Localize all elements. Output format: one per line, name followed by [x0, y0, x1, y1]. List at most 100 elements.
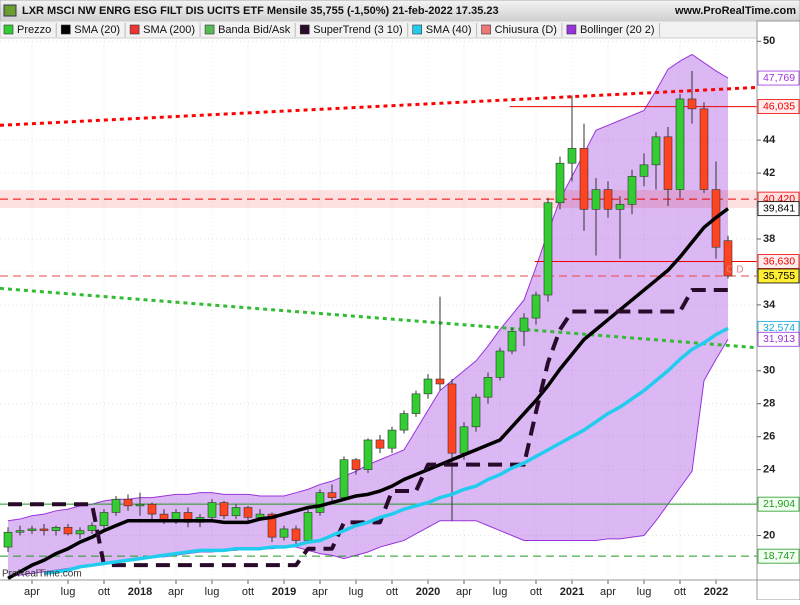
- x-tick-label: apr: [168, 586, 184, 598]
- title-icon: [3, 4, 17, 17]
- x-tick-label: ott: [242, 586, 254, 598]
- x-tick-label: apr: [24, 586, 40, 598]
- close-marker: C D: [726, 265, 743, 276]
- candle-body: [147, 503, 157, 515]
- y-tick-label: 28: [763, 398, 775, 410]
- candle-body: [615, 204, 625, 210]
- legend-label: SuperTrend (3 10): [313, 24, 402, 36]
- candle-body: [723, 240, 733, 277]
- candle-body: [507, 330, 517, 352]
- y-tick-label: 50: [763, 35, 775, 47]
- price-tag: [757, 99, 800, 115]
- price-tag-label: 31,913: [763, 333, 795, 345]
- candle-body: [627, 176, 637, 205]
- candle-body: [651, 136, 661, 166]
- candle-body: [339, 459, 349, 498]
- y-tick-label: 42: [763, 167, 775, 179]
- candle-body: [219, 502, 229, 517]
- candle-body: [99, 512, 109, 526]
- price-tag-label: 32,574: [763, 322, 795, 334]
- legend-swatch: [60, 24, 71, 35]
- x-tick-label: lug: [637, 586, 652, 598]
- price-tag-label: 39,841: [763, 202, 795, 214]
- candle-body: [3, 531, 13, 548]
- candle-body: [15, 530, 25, 533]
- candle-body: [675, 98, 685, 190]
- watermark: ProRealTime.com: [2, 569, 82, 580]
- candle-body: [87, 525, 97, 531]
- candle-body: [387, 429, 397, 449]
- candle-body: [699, 108, 709, 190]
- x-tick-label: ott: [98, 586, 110, 598]
- candle-body: [399, 413, 409, 431]
- legend-swatch: [3, 24, 14, 35]
- legend-label: Bollinger (20 2): [580, 24, 655, 36]
- candle-body: [543, 202, 553, 296]
- legend-swatch: [412, 24, 423, 35]
- candle-body: [531, 294, 541, 319]
- y-tick-label: 20: [763, 529, 775, 541]
- x-tick-label: lug: [493, 586, 508, 598]
- price-tag-label: 36,630: [763, 255, 795, 267]
- legend-label: Prezzo: [17, 24, 51, 36]
- candle-body: [303, 512, 313, 541]
- candle-body: [363, 439, 373, 470]
- x-tick-label: ott: [674, 586, 686, 598]
- price-tag: [757, 254, 800, 269]
- legend-label: Chiusura (D): [495, 24, 557, 36]
- candle-body: [555, 162, 565, 204]
- x-tick-label: apr: [312, 586, 328, 598]
- candle-body: [483, 377, 493, 398]
- x-tick-label: lug: [61, 586, 76, 598]
- trendline: [0, 286, 757, 350]
- candle-body: [591, 189, 601, 210]
- y-tick-label: 38: [763, 233, 775, 245]
- indicator-line: [8, 288, 728, 568]
- price-tag-label: 18,747: [763, 550, 795, 562]
- candle-body: [471, 396, 481, 428]
- axes: 202224262830343638424450aprlugott2018apr…: [0, 35, 800, 598]
- x-tick-label: 2019: [272, 586, 296, 598]
- candle-body: [231, 507, 241, 517]
- candle-body: [351, 459, 361, 470]
- legend-swatch: [204, 24, 215, 35]
- chart-title: LXR MSCI NW ENRG ESG FILT DIS UCITS ETF …: [22, 5, 499, 17]
- y-tick-label: 34: [763, 299, 776, 311]
- x-tick-label: 2021: [560, 586, 584, 598]
- candle-body: [603, 189, 613, 210]
- trendline: [0, 85, 757, 127]
- y-tick-label: 26: [763, 431, 775, 443]
- price-tag: [757, 496, 800, 512]
- candle-body: [495, 350, 505, 378]
- candle-body: [39, 528, 49, 531]
- candle-body: [63, 526, 73, 535]
- x-tick-label: lug: [349, 586, 364, 598]
- y-tick-label: 30: [763, 365, 775, 377]
- candle-body: [315, 492, 325, 513]
- candle-body: [459, 426, 469, 454]
- x-tick-label: 2018: [128, 586, 152, 598]
- legend: Prezzo SMA (20) SMA (200) Banda Bid/Ask Supe…: [3, 23, 661, 37]
- price-tag: [757, 268, 800, 284]
- legend-label: SMA (40): [426, 24, 472, 36]
- candle-body: [447, 383, 457, 454]
- candle-body: [279, 528, 289, 538]
- candle-body: [435, 378, 445, 385]
- bollinger-band: [8, 54, 728, 577]
- legend-swatch: [481, 24, 491, 35]
- candle-body: [207, 502, 217, 518]
- y-tick-label: 44: [763, 134, 776, 146]
- candle-body: [519, 317, 529, 332]
- candle-body: [375, 439, 385, 449]
- legend-label: Banda Bid/Ask: [218, 24, 291, 36]
- y-tick-label: 24: [763, 464, 776, 476]
- source: www.ProRealTime.com: [674, 5, 796, 17]
- candle-body: [135, 503, 145, 507]
- legend-label: SMA (20): [74, 24, 120, 36]
- candle-body: [687, 98, 697, 110]
- x-tick-label: lug: [205, 586, 220, 598]
- price-tag: [757, 201, 800, 217]
- candle-body: [123, 498, 133, 507]
